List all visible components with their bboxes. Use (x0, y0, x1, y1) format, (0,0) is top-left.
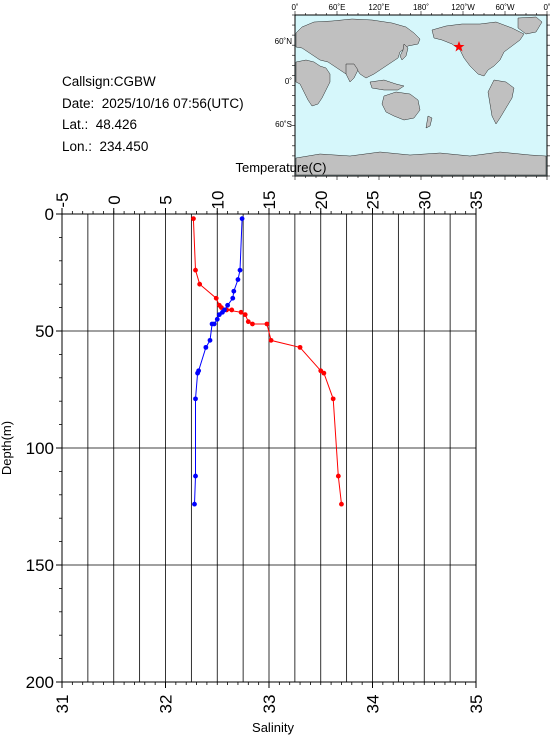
left-axis: 0 50 100 150 200 Depth(m) (0, 205, 62, 692)
left-tick-label: 150 (26, 556, 54, 575)
temperature-point (242, 312, 248, 318)
land-japan (399, 43, 409, 61)
left-tick-label: 100 (26, 439, 54, 458)
salinity-point (195, 370, 200, 376)
land-india (345, 63, 359, 83)
grid (61, 213, 477, 683)
temperature-point (229, 307, 235, 313)
temperature-point (297, 344, 303, 350)
left-tick-label: 50 (35, 322, 54, 341)
temperature-point (339, 501, 344, 507)
salinity-point (216, 312, 222, 318)
top-tick-label: 5 (157, 195, 176, 204)
bottom-tick-label: 35 (467, 695, 486, 714)
bottom-tick-label: 33 (260, 695, 279, 714)
salinity-point (192, 501, 197, 507)
land-australia (381, 91, 421, 121)
series-layer (191, 216, 344, 507)
top-tick-label: -5 (53, 192, 72, 207)
map-lat-label: 60˚N (275, 37, 293, 46)
salinity-point (237, 267, 243, 273)
map-lon-labels: 0˚ 60˚E 120˚E 180˚ 120˚W 60˚W 0˚ (291, 3, 550, 12)
left-tick-label: 0 (45, 205, 54, 224)
temperature-line (192, 218, 342, 505)
map-lat-label: 60˚S (275, 120, 292, 129)
temperature-point (330, 396, 336, 402)
bottom-axis: 31 32 33 34 35 Salinity (53, 682, 486, 735)
map-ticks (292, 11, 550, 180)
map-land (295, 16, 547, 176)
temperature-point (245, 319, 251, 325)
bottom-tick-label: 34 (364, 695, 383, 714)
map-lat-label: 0˚ (285, 77, 292, 86)
map-lon-label: 0˚ (543, 3, 550, 12)
salinity-point (207, 337, 213, 343)
top-tick-label: 10 (208, 191, 227, 210)
land-antarctica (295, 151, 547, 176)
bottom-axis-title: Salinity (252, 720, 294, 735)
longitude-text: Lon.: 234.450 (62, 138, 149, 154)
date-text: Date: 2025/10/16 07:56(UTC) (62, 95, 244, 111)
salinity-point (209, 321, 215, 327)
left-tick-label: 200 (26, 673, 54, 692)
salinity-point (230, 295, 236, 301)
land-north-america (431, 21, 525, 77)
map-lon-label: 120˚E (368, 3, 389, 12)
temperature-point (264, 321, 270, 327)
station-marker-icon (453, 41, 465, 52)
map-lon-label: 180˚ (413, 3, 429, 12)
bottom-tick-label: 31 (53, 695, 72, 714)
map-lon-label: 120˚W (451, 3, 475, 12)
top-tick-label: 20 (312, 191, 331, 210)
left-axis-title: Depth(m) (0, 421, 14, 475)
map-lon-label: 60˚W (495, 3, 515, 12)
bottom-tick-label: 32 (157, 695, 176, 714)
temperature-point (321, 370, 327, 376)
map-lon-label: 0˚ (291, 3, 298, 12)
land-indonesia (369, 79, 405, 91)
land-south-america (487, 79, 515, 125)
salinity-point (239, 216, 245, 222)
salinity-point (193, 396, 198, 402)
temperature-point (335, 473, 341, 479)
top-tick-label: 0 (105, 195, 124, 204)
map-lat-labels: 60˚N 0˚ 60˚S (275, 37, 293, 129)
salinity-point (231, 288, 237, 294)
map-lon-label: 60˚E (329, 3, 346, 12)
salinity-point (214, 316, 220, 322)
top-tick-label: 35 (467, 191, 486, 210)
temperature-point (268, 337, 274, 343)
salinity-point (193, 473, 198, 479)
temperature-point (193, 267, 198, 273)
salinity-point (235, 277, 241, 282)
land-newzealand (425, 115, 433, 129)
temperature-point (191, 216, 196, 222)
land-africa (295, 59, 331, 107)
station-info: Callsign:CGBW Date: 2025/10/16 07:56(UTC… (62, 71, 244, 157)
temperature-point (213, 295, 219, 301)
land-eurasia (295, 18, 421, 79)
top-tick-label: 30 (415, 191, 434, 210)
callsign-text: Callsign:CGBW (62, 74, 156, 89)
top-tick-label: 25 (364, 191, 383, 210)
salinity-point (203, 344, 209, 350)
temperature-point (238, 309, 244, 315)
salinity-point (225, 302, 231, 308)
latitude-text: Lat.: 48.426 (62, 117, 138, 132)
land-greenland (517, 16, 543, 35)
temperature-point (197, 281, 203, 287)
top-axis-title: Temperature(C) (235, 160, 326, 175)
salinity-line (194, 218, 243, 505)
top-axis: -5 0 5 10 15 20 25 30 35 Temperature(C) (53, 160, 486, 214)
world-map: 0˚ 60˚E 120˚E 180˚ 120˚W 60˚W 0˚ 60˚N 0˚ 60˚S (275, 3, 551, 180)
top-tick-label: 15 (260, 191, 279, 210)
temperature-point (250, 321, 255, 327)
